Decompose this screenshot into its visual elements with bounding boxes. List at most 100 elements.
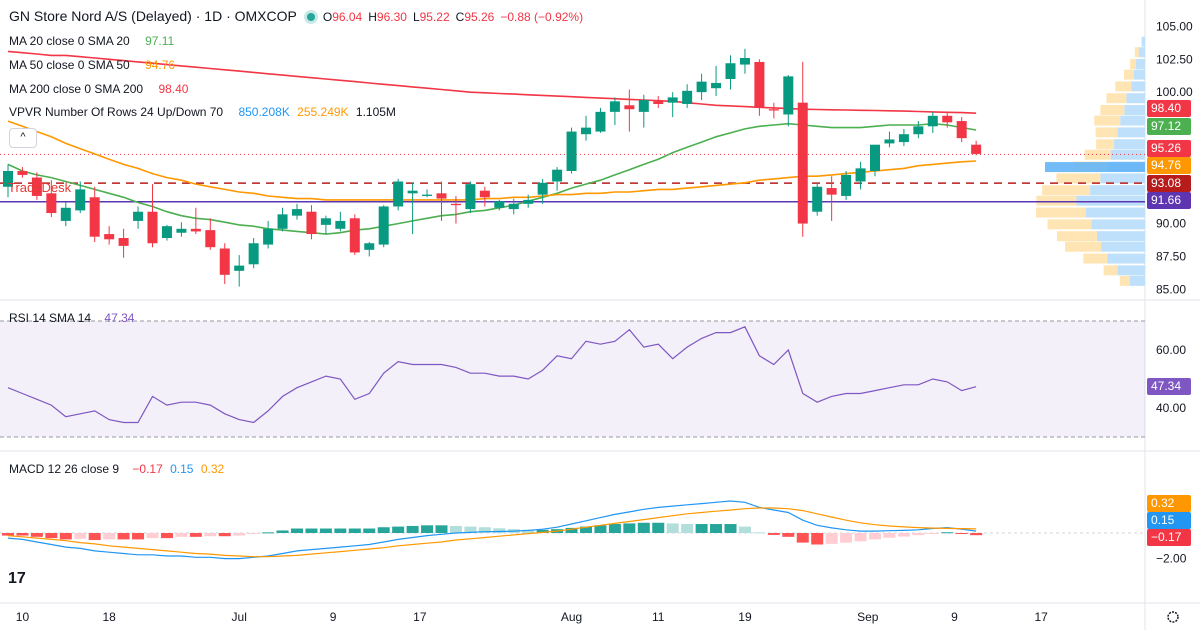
price-badge: 94.76 — [1147, 156, 1191, 174]
candle-body — [133, 211, 144, 221]
candle-body — [913, 126, 924, 135]
candle-body — [3, 170, 13, 187]
candle-body — [581, 127, 591, 135]
vpvr-poc-bar — [1045, 162, 1145, 173]
vpvr-down-bar — [1056, 173, 1101, 184]
legend-vpvr[interactable]: VPVR Number Of Rows 24 Up/Down 70 850.20… — [9, 104, 400, 120]
candle-body — [927, 115, 938, 127]
candle-body — [46, 193, 57, 214]
macd-badge: 0.32 — [1147, 494, 1191, 512]
ohlc-high-label: H — [368, 10, 377, 24]
vpvr-down-bar — [1084, 149, 1111, 160]
macd-histogram-bar — [103, 533, 116, 540]
candle-body — [797, 102, 808, 224]
time-tick-label: Jul — [232, 610, 247, 624]
candle-body — [436, 193, 447, 199]
candle-body — [682, 90, 693, 104]
candle-body — [624, 105, 635, 110]
legend-rsi[interactable]: RSI 14 SMA 14 47.34 — [9, 310, 138, 326]
macd-histogram-bar — [435, 525, 448, 533]
macd-histogram-bar — [348, 528, 361, 533]
candle-body — [956, 121, 967, 139]
time-tick-label: 9 — [330, 610, 337, 624]
macd-histogram-bar — [811, 533, 824, 545]
ma20-line — [7, 122, 977, 235]
candle-body — [161, 226, 172, 239]
candle-body — [190, 228, 201, 232]
legend-ma20[interactable]: MA 20 close 0 SMA 20 97.11 — [9, 33, 178, 49]
candle-body — [855, 168, 866, 182]
macd-histogram-bar — [710, 524, 723, 533]
macd-histogram-bar — [334, 528, 347, 533]
price-tick-label: 87.50 — [1156, 249, 1186, 263]
vpvr-up-bar — [1129, 275, 1145, 286]
collapse-legend-button[interactable]: ^ — [9, 128, 37, 148]
macd-histogram-bar — [536, 529, 549, 533]
macd-histogram-bar — [897, 533, 910, 537]
macd-histogram-bar — [464, 526, 477, 533]
time-tick-label: Sep — [857, 610, 879, 624]
vpvr-up-bar — [1114, 139, 1145, 150]
candle-body — [17, 170, 28, 175]
candle-body — [450, 203, 461, 206]
candle-body — [176, 228, 187, 233]
ohlc-low-label: L — [412, 10, 420, 24]
ohlc-low: 95.22 — [419, 10, 450, 24]
macd-line — [7, 500, 977, 560]
macd-histogram-bar — [926, 533, 939, 534]
candle-body — [60, 207, 71, 221]
legend-ma50[interactable]: MA 50 close 0 SMA 50 94.76 — [9, 57, 179, 73]
macd-histogram-bar — [666, 523, 679, 533]
legend-ma50-label: MA 50 close 0 SMA 50 — [9, 58, 130, 72]
macd-histogram-bar — [883, 533, 896, 538]
legend-rsi-label: RSI 14 SMA 14 — [9, 311, 92, 325]
legend-macd[interactable]: MACD 12 26 close 9 −0.17 0.15 0.32 — [9, 461, 228, 477]
vpvr-down-bar — [1095, 127, 1118, 138]
legend-ma200-label: MA 200 close 0 SMA 200 — [9, 82, 144, 96]
macd-histogram-bar — [406, 525, 419, 533]
macd-histogram-bar — [305, 528, 318, 533]
legend-macd-label: MACD 12 26 close 9 — [9, 462, 120, 476]
candle-body — [234, 265, 245, 271]
macd-badge: −0.17 — [1147, 528, 1191, 546]
vpvr-up-bar — [1076, 195, 1145, 206]
vpvr-down-bar — [1065, 241, 1102, 252]
macd-histogram-bar — [276, 530, 289, 533]
symbol-title[interactable]: GN Store Nord A/S (Delayed) · 1D · OMXCO… — [9, 8, 297, 24]
candle-body — [826, 188, 837, 195]
vpvr-down-bar — [1047, 219, 1092, 230]
macd-histogram-bar — [16, 533, 29, 536]
tradingview-logo[interactable]: 17 — [8, 570, 26, 587]
rsi-badge: 47.34 — [1147, 378, 1191, 396]
macd-histogram-bar — [449, 525, 462, 533]
price-tick-label: 105.00 — [1156, 19, 1193, 33]
vpvr-up-bar — [1138, 47, 1145, 58]
vpvr-down-bar — [1094, 115, 1121, 126]
candle-body — [552, 169, 563, 182]
rsi-line — [7, 326, 977, 424]
candle-body — [537, 182, 548, 195]
macd-badge: 0.15 — [1147, 511, 1191, 529]
vpvr-down-bar — [1096, 139, 1115, 150]
macd-tick-label: −2.00 — [1156, 552, 1187, 566]
candle-body — [653, 101, 664, 104]
candle-body — [942, 115, 953, 123]
candle-body — [739, 57, 750, 65]
candle-body — [393, 181, 404, 207]
legend-vpvr-up: 850.208K — [238, 105, 290, 119]
ma50-line — [7, 120, 977, 201]
candle-body — [479, 190, 490, 198]
macd-histogram-bar — [88, 533, 101, 541]
candle-body — [306, 211, 317, 235]
macd-histogram-bar — [782, 533, 795, 537]
settings-gear-icon[interactable] — [1167, 611, 1179, 623]
candle-body — [609, 101, 620, 112]
vpvr-up-bar — [1141, 36, 1145, 47]
legend-ma200[interactable]: MA 200 close 0 SMA 200 98.40 — [9, 81, 192, 97]
candle-body — [783, 76, 794, 115]
vpvr-up-bar — [1100, 173, 1145, 184]
macd-histogram-bar — [623, 523, 636, 533]
vpvr-up-bar — [1134, 69, 1145, 80]
macd-histogram-bar — [291, 528, 303, 533]
